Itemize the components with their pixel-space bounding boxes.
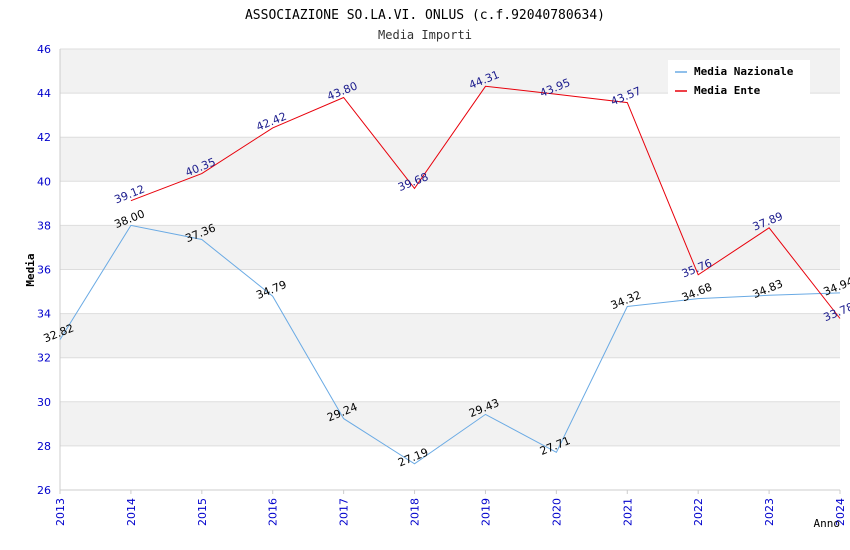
data-label-media-ente: 42.42 [254, 110, 288, 134]
y-tick-label: 46 [37, 43, 51, 56]
data-label-media-nazionale: 34.94 [822, 275, 850, 299]
plot-band [60, 313, 840, 358]
x-axis-ticks: 2013 2014 2015 2016 2017 2018 2019 2020 2021 2022… [54, 490, 847, 526]
x-tick-label: 2022 [692, 498, 705, 526]
x-tick-label: 2024 [834, 498, 847, 526]
legend-box [668, 60, 810, 98]
x-axis-label: Anno [814, 517, 841, 530]
x-tick-label: 2015 [196, 498, 209, 526]
x-tick-label: 2020 [550, 498, 563, 526]
data-label-media-nazionale: 34.79 [254, 278, 288, 302]
data-label-media-nazionale: 34.83 [751, 277, 785, 301]
x-tick-label: 2013 [54, 498, 67, 526]
y-tick-label: 42 [37, 131, 51, 144]
x-tick-label: 2021 [621, 498, 634, 526]
series-line-media-nazionale [59, 224, 841, 465]
x-tick-label: 2019 [479, 498, 492, 526]
y-axis-ticks: 26 28 30 32 34 36 38 40 42 44 46 [37, 43, 51, 497]
y-tick-label: 38 [37, 219, 51, 232]
y-tick-label: 34 [37, 308, 51, 321]
y-tick-label: 32 [37, 352, 51, 365]
x-tick-label: 2017 [338, 498, 351, 526]
legend-label-media-ente: Media Ente [694, 84, 761, 97]
y-tick-label: 28 [37, 440, 51, 453]
y-tick-label: 26 [37, 484, 51, 497]
plot-band [60, 225, 840, 270]
y-tick-label: 36 [37, 264, 51, 277]
plot-band [60, 137, 840, 182]
legend-label-media-nazionale: Media Nazionale [694, 65, 794, 78]
y-tick-label: 40 [37, 175, 51, 188]
chart-title: ASSOCIAZIONE SO.LA.VI. ONLUS (c.f.920407… [245, 8, 605, 23]
x-tick-label: 2014 [125, 498, 138, 526]
data-label-media-nazionale: 27.19 [396, 446, 430, 470]
chart-subtitle: Media Importi [378, 28, 472, 42]
series-lines [59, 85, 841, 465]
x-tick-label: 2023 [763, 498, 776, 526]
data-label-media-nazionale: 34.68 [680, 280, 714, 304]
y-axis-label: Media [24, 253, 37, 286]
x-tick-label: 2018 [409, 498, 422, 526]
y-tick-label: 44 [37, 87, 51, 100]
plot-background-bands [60, 49, 840, 446]
data-label-media-ente: 39.12 [113, 183, 147, 207]
series-line-media-ente [130, 85, 841, 319]
legend: Media Nazionale Media Ente [668, 60, 810, 98]
y-tick-label: 30 [37, 396, 51, 409]
gridlines [60, 48, 840, 491]
x-tick-label: 2016 [267, 498, 280, 526]
